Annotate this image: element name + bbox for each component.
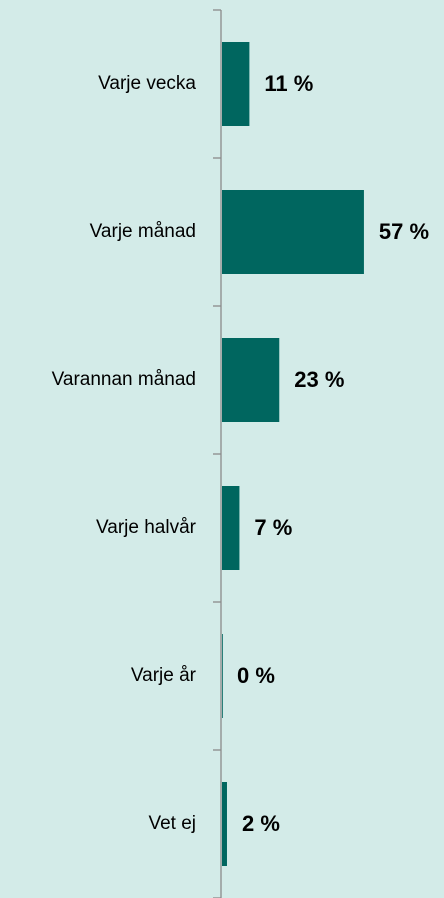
value-label: 7 % <box>254 515 292 540</box>
category-label: Varje månad <box>90 221 196 242</box>
category-label: Varannan månad <box>52 369 196 390</box>
category-label: Varje halvår <box>96 517 197 538</box>
category-label: Varje år <box>131 665 197 686</box>
value-label: 57 % <box>379 219 429 244</box>
bar <box>222 338 280 422</box>
value-label: 11 % <box>264 71 313 96</box>
bar <box>222 634 223 718</box>
category-label: Vet ej <box>148 813 196 834</box>
bar <box>222 190 364 274</box>
bar <box>222 486 240 570</box>
value-label: 0 % <box>237 663 275 688</box>
value-label: 2 % <box>242 811 280 836</box>
value-label: 23 % <box>294 367 344 392</box>
bar <box>222 42 250 126</box>
bar <box>222 782 227 866</box>
category-label: Varje vecka <box>98 73 196 94</box>
